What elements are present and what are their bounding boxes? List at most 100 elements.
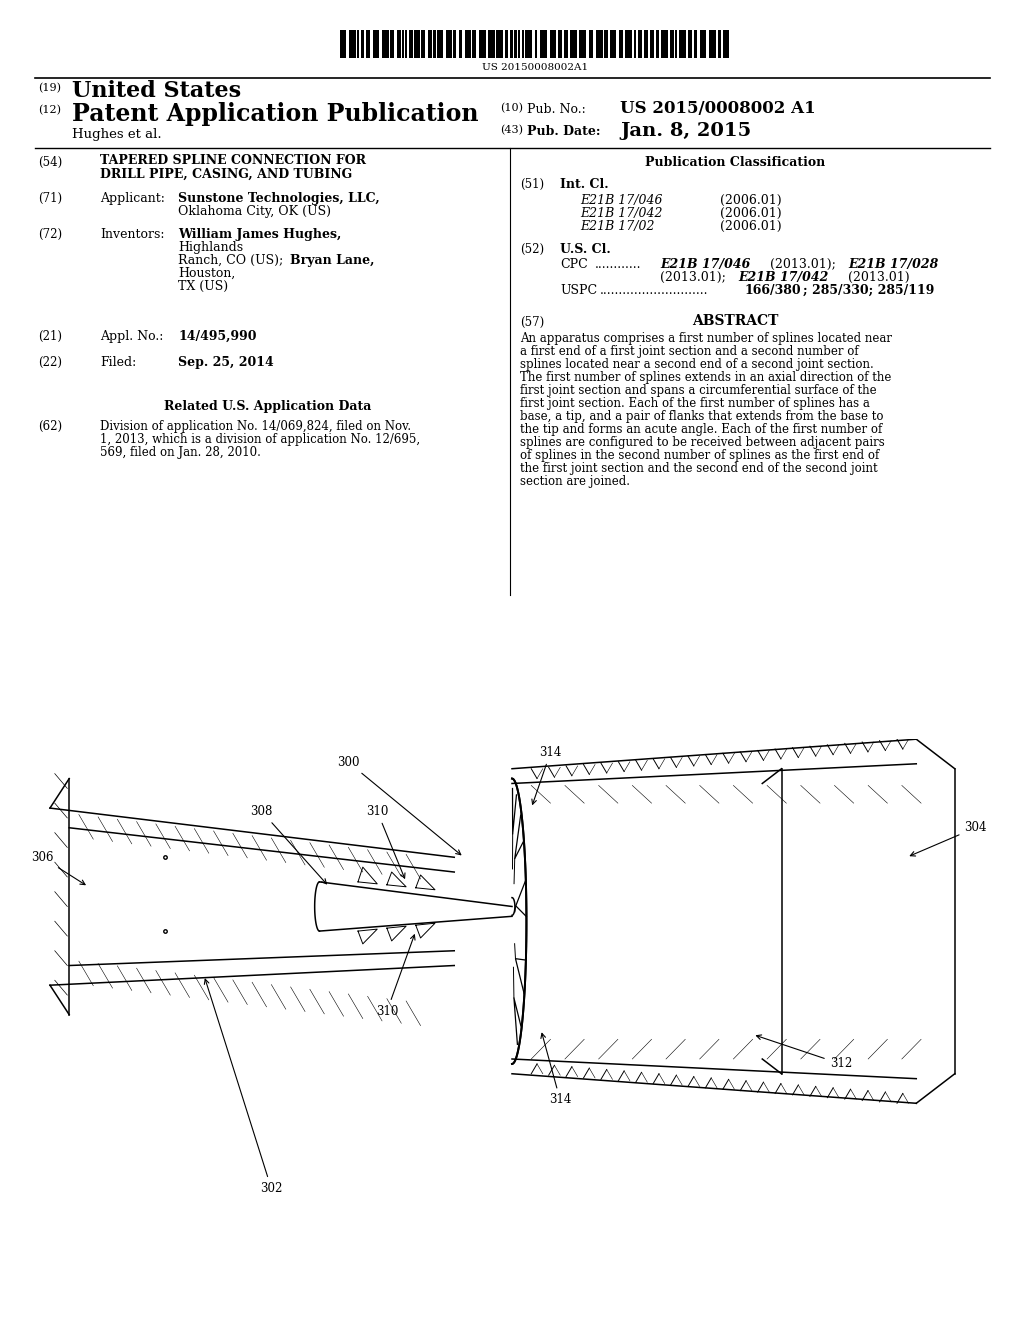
Bar xyxy=(402,30,404,58)
Text: E21B 17/042: E21B 17/042 xyxy=(580,207,663,220)
Text: ABSTRACT: ABSTRACT xyxy=(692,314,778,327)
Text: 14/495,990: 14/495,990 xyxy=(178,330,256,343)
Bar xyxy=(570,30,577,58)
Text: Jan. 8, 2015: Jan. 8, 2015 xyxy=(620,121,752,140)
Bar xyxy=(675,30,677,58)
Text: (57): (57) xyxy=(520,315,544,329)
Text: (62): (62) xyxy=(38,420,62,433)
Text: (2006.01): (2006.01) xyxy=(720,220,781,234)
Text: 302: 302 xyxy=(205,979,283,1195)
Bar xyxy=(518,30,520,58)
Text: (54): (54) xyxy=(38,156,62,169)
Bar xyxy=(510,30,513,58)
Bar xyxy=(366,30,370,58)
Text: Ranch, CO (US);: Ranch, CO (US); xyxy=(178,253,284,267)
Bar xyxy=(409,30,413,58)
Bar xyxy=(488,30,495,58)
Text: Bryan Lane,: Bryan Lane, xyxy=(290,253,375,267)
Text: William James Hughes,: William James Hughes, xyxy=(178,228,341,242)
Text: 310: 310 xyxy=(376,935,415,1018)
Text: US 20150008002A1: US 20150008002A1 xyxy=(482,63,588,73)
Text: Highlands: Highlands xyxy=(178,242,243,253)
Bar xyxy=(723,30,729,58)
Text: (71): (71) xyxy=(38,191,62,205)
Text: Oklahoma City, OK (US): Oklahoma City, OK (US) xyxy=(178,205,331,218)
Bar xyxy=(357,30,359,58)
Bar xyxy=(618,30,623,58)
Text: 1, 2013, which is a division of application No. 12/695,: 1, 2013, which is a division of applicat… xyxy=(100,433,420,446)
Bar xyxy=(514,30,517,58)
Text: 314: 314 xyxy=(531,746,562,804)
Text: (2006.01): (2006.01) xyxy=(720,194,781,207)
Text: TX (US): TX (US) xyxy=(178,280,228,293)
Text: An apparatus comprises a first number of splines located near: An apparatus comprises a first number of… xyxy=(520,333,892,345)
Text: Sunstone Technologies, LLC,: Sunstone Technologies, LLC, xyxy=(178,191,380,205)
Text: first joint section. Each of the first number of splines has a: first joint section. Each of the first n… xyxy=(520,397,869,411)
Text: Applicant:: Applicant: xyxy=(100,191,165,205)
Text: 306: 306 xyxy=(31,851,85,884)
Bar xyxy=(670,30,674,58)
Text: (72): (72) xyxy=(38,228,62,242)
Text: ; 285/330; 285/119: ; 285/330; 285/119 xyxy=(803,284,934,297)
Text: Pub. No.:: Pub. No.: xyxy=(527,103,586,116)
Text: (12): (12) xyxy=(38,106,61,115)
Text: U.S. Cl.: U.S. Cl. xyxy=(560,243,610,256)
Text: 166/380: 166/380 xyxy=(745,284,802,297)
Bar xyxy=(589,30,593,58)
Text: 314: 314 xyxy=(541,1034,571,1106)
Text: E21B 17/028: E21B 17/028 xyxy=(848,257,938,271)
Bar xyxy=(382,30,389,58)
Text: splines located near a second end of a second joint section.: splines located near a second end of a s… xyxy=(520,358,873,371)
Text: Division of application No. 14/069,824, filed on Nov.: Division of application No. 14/069,824, … xyxy=(100,420,411,433)
Text: TAPERED SPLINE CONNECTION FOR: TAPERED SPLINE CONNECTION FOR xyxy=(100,154,366,168)
Bar xyxy=(465,30,471,58)
Text: base, a tip, and a pair of flanks that extends from the base to: base, a tip, and a pair of flanks that e… xyxy=(520,411,884,422)
Text: ............: ............ xyxy=(595,257,641,271)
Bar xyxy=(662,30,668,58)
Bar xyxy=(414,30,420,58)
Text: (10): (10) xyxy=(500,103,523,114)
Text: Appl. No.:: Appl. No.: xyxy=(100,330,164,343)
Text: United States: United States xyxy=(72,81,241,102)
Bar xyxy=(406,30,407,58)
Bar xyxy=(505,30,508,58)
Text: splines are configured to be received between adjacent pairs: splines are configured to be received be… xyxy=(520,436,885,449)
Text: section are joined.: section are joined. xyxy=(520,475,630,488)
Text: US 2015/0008002 A1: US 2015/0008002 A1 xyxy=(620,100,816,117)
Text: USPC: USPC xyxy=(560,284,597,297)
Text: The first number of splines extends in an axial direction of the: The first number of splines extends in a… xyxy=(520,371,891,384)
Bar xyxy=(340,30,346,58)
Text: the first joint section and the second end of the second joint: the first joint section and the second e… xyxy=(520,462,878,475)
Text: 304: 304 xyxy=(910,821,987,855)
Text: 308: 308 xyxy=(251,805,327,884)
Text: E21B 17/02: E21B 17/02 xyxy=(580,220,654,234)
Text: Publication Classification: Publication Classification xyxy=(645,156,825,169)
Text: (52): (52) xyxy=(520,243,544,256)
Text: 312: 312 xyxy=(757,1035,852,1071)
Text: E21B 17/042: E21B 17/042 xyxy=(738,271,828,284)
Bar xyxy=(361,30,364,58)
Bar xyxy=(688,30,692,58)
Bar xyxy=(496,30,503,58)
Bar xyxy=(694,30,697,58)
Bar xyxy=(610,30,616,58)
Bar xyxy=(650,30,654,58)
Text: Hughes et al.: Hughes et al. xyxy=(72,128,162,141)
Bar xyxy=(472,30,476,58)
Text: E21B 17/046: E21B 17/046 xyxy=(580,194,663,207)
Bar xyxy=(428,30,432,58)
Bar xyxy=(604,30,608,58)
Text: ............................: ............................ xyxy=(600,284,709,297)
Bar xyxy=(644,30,648,58)
Text: 569, filed on Jan. 28, 2010.: 569, filed on Jan. 28, 2010. xyxy=(100,446,261,459)
Bar xyxy=(373,30,379,58)
Bar xyxy=(625,30,632,58)
Bar xyxy=(596,30,603,58)
Text: CPC: CPC xyxy=(560,257,588,271)
Bar xyxy=(579,30,586,58)
Bar xyxy=(446,30,452,58)
Text: 300: 300 xyxy=(337,756,461,855)
Text: Related U.S. Application Data: Related U.S. Application Data xyxy=(164,400,372,413)
Text: (2013.01);: (2013.01); xyxy=(770,257,836,271)
Bar xyxy=(709,30,716,58)
